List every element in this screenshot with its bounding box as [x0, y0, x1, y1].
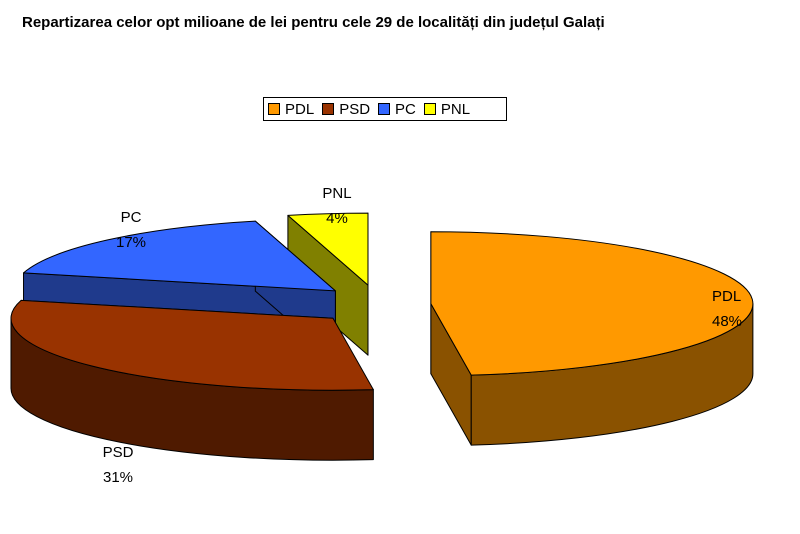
- legend-swatch-pnl: [423, 103, 436, 115]
- pie-slice-pdl-top: [430, 231, 754, 376]
- legend-label-pdl: PDL: [285, 100, 315, 118]
- data-label-pc-name: PC: [121, 209, 142, 226]
- legend-label-psd: PSD: [339, 100, 371, 118]
- legend-item-pdl: PDL: [268, 101, 314, 118]
- legend-swatch-psd: [322, 103, 335, 115]
- data-label-pc-value: 17%: [116, 234, 146, 251]
- legend-item-pc: PC: [378, 101, 416, 118]
- pie-slice-pnl-top: [287, 212, 369, 286]
- data-label-psd-value: 31%: [103, 469, 133, 486]
- legend-swatch-pdl: [268, 103, 280, 115]
- data-label-pnl-value: 4%: [326, 210, 348, 227]
- legend-swatch-pc: [378, 103, 391, 115]
- legend-label-pnl: PNL: [440, 100, 471, 118]
- pie-slice-pc-top: [23, 220, 336, 292]
- data-label-psd-name: PSD: [103, 444, 134, 461]
- data-label-pnl-name: PNL: [322, 185, 351, 202]
- pie-slice-psd-top: [10, 299, 374, 391]
- legend-item-psd: PSD: [322, 101, 370, 118]
- data-label-pdl-name: PDL: [712, 288, 741, 305]
- legend-item-pnl: PNL: [423, 100, 471, 118]
- data-label-pdl-value: 48%: [712, 313, 742, 330]
- chart-legend: PDL PSD PC PNL: [263, 97, 507, 121]
- pie-slice-pdl: [430, 231, 754, 446]
- legend-label-pc: PC: [395, 100, 416, 118]
- pie-slice-psd: [10, 299, 374, 461]
- chart-title: Repartizarea celor opt milioane de lei p…: [22, 14, 605, 31]
